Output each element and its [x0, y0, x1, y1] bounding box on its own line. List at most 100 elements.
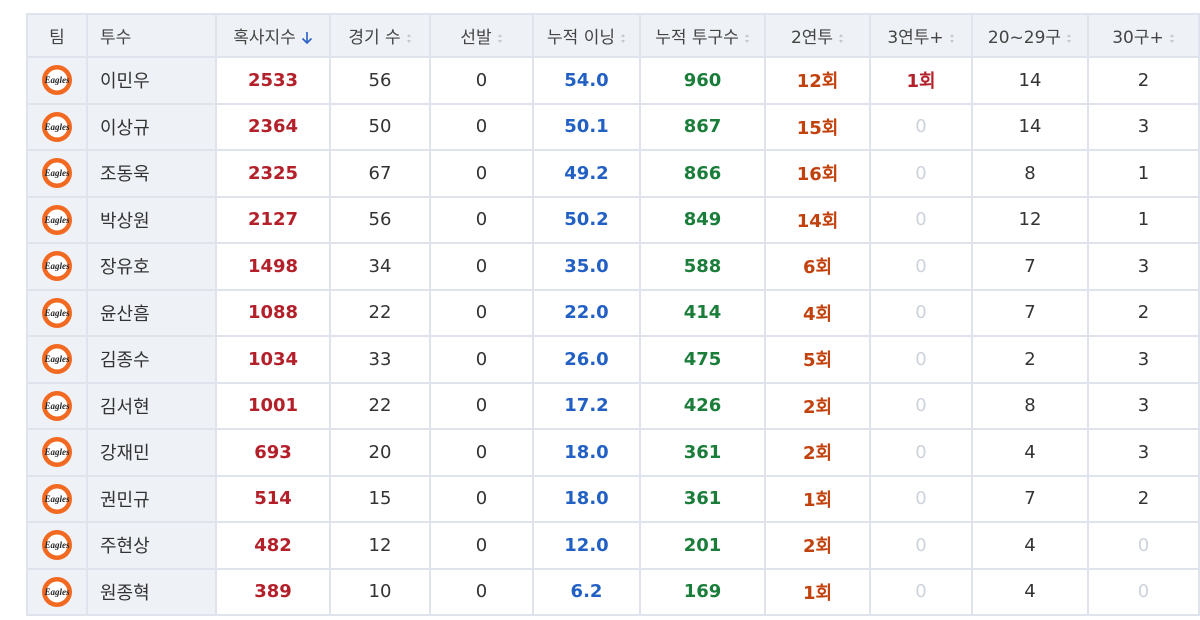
column-header[interactable]: 2연투: [764, 13, 871, 58]
team-logo: Eagles: [42, 344, 72, 375]
logo-inner: [45, 115, 69, 139]
table-cell: 4: [971, 521, 1089, 570]
sort-icon[interactable]: [620, 32, 626, 44]
sort-icon[interactable]: [838, 32, 844, 44]
team-logo: Eagles: [42, 158, 72, 189]
team-logo: Eagles: [42, 483, 72, 514]
arrows-updown: [1067, 34, 1072, 43]
sort-icon[interactable]: [497, 32, 503, 44]
logo-inner: [45, 161, 69, 185]
sort-icon[interactable]: [744, 32, 750, 44]
table-cell: 0: [429, 242, 534, 291]
table-cell: 1: [1087, 149, 1200, 198]
column-header[interactable]: 혹사지수: [215, 13, 331, 58]
table-cell: 박상원: [86, 195, 217, 244]
column-header[interactable]: 누적 투구수: [639, 13, 766, 58]
column-header[interactable]: 20~29구: [971, 13, 1089, 58]
table-row: Eagles 윤산흠 1088 22 0 22.0 414 4회 0 7 2: [26, 288, 1200, 337]
table-cell: 35.0: [532, 242, 641, 291]
table-cell: 1088: [215, 288, 331, 337]
logo-text: Eagles: [43, 587, 69, 597]
table-cell: 3: [1087, 381, 1200, 430]
team-cell: Eagles: [26, 102, 88, 151]
logo-text: Eagles: [43, 447, 69, 457]
table-cell: 867: [639, 102, 766, 151]
table-cell: 0: [869, 567, 973, 616]
table-cell: 0: [869, 428, 973, 477]
sort-icon[interactable]: [1169, 32, 1175, 44]
table-cell: 475: [639, 335, 766, 384]
column-header[interactable]: 누적 이닝: [532, 13, 641, 58]
table-cell: 3: [1087, 242, 1200, 291]
table-row: Eagles 권민규 514 15 0 18.0 361 1회 0 7 2: [26, 474, 1200, 523]
table-cell: 960: [639, 56, 766, 105]
header-label: 2연투: [790, 28, 834, 48]
table-cell: 361: [639, 474, 766, 523]
table-row: Eagles 원종혁 389 10 0 6.2 169 1회 0 4 0: [26, 567, 1200, 616]
table-cell: 1회: [869, 56, 973, 105]
table-cell: 56: [329, 195, 431, 244]
table-row: Eagles 이민우 2533 56 0 54.0 960 12회 1회 14 2: [26, 56, 1200, 105]
logo-text: Eagles: [43, 75, 69, 85]
table-cell: 2364: [215, 102, 331, 151]
table-row: Eagles 김종수 1034 33 0 26.0 475 5회 0 2 3: [26, 335, 1200, 384]
table-cell: 14: [971, 102, 1089, 151]
table-cell: 조동욱: [86, 149, 217, 198]
column-header[interactable]: 30구+: [1087, 13, 1200, 58]
table-cell: 4: [971, 567, 1089, 616]
column-header[interactable]: 경기 수: [329, 13, 431, 58]
table-row: Eagles 이상규 2364 50 0 50.1 867 15회 0 14 3: [26, 102, 1200, 151]
column-header[interactable]: 3연투+: [869, 13, 973, 58]
table-cell: 426: [639, 381, 766, 430]
table-cell: 0: [869, 288, 973, 337]
table-cell: 7: [971, 242, 1089, 291]
table-cell: 12.0: [532, 521, 641, 570]
arrows-updown: [949, 34, 954, 43]
table-cell: 0: [429, 288, 534, 337]
table-cell: 17.2: [532, 381, 641, 430]
logo-inner: [45, 347, 69, 371]
sort-icon[interactable]: [949, 32, 955, 44]
table-cell: 3: [1087, 102, 1200, 151]
table-cell: 1498: [215, 242, 331, 291]
table-row: Eagles 강재민 693 20 0 18.0 361 2회 0 4 3: [26, 428, 1200, 477]
table-cell: 0: [869, 102, 973, 151]
table-cell: 0: [429, 195, 534, 244]
arrow-down: [301, 32, 312, 45]
table-cell: 1001: [215, 381, 331, 430]
table-cell: 2회: [764, 381, 871, 430]
sort-icon[interactable]: [406, 32, 412, 44]
table-cell: 2533: [215, 56, 331, 105]
logo-inner: [45, 301, 69, 325]
table-cell: 0: [1087, 567, 1200, 616]
logo-text: Eagles: [43, 354, 69, 364]
sort-icon[interactable]: [1066, 32, 1072, 44]
table-cell: 849: [639, 195, 766, 244]
table-cell: 0: [869, 242, 973, 291]
table-cell: 169: [639, 567, 766, 616]
table-cell: 2: [971, 335, 1089, 384]
sort-active-icon[interactable]: [301, 31, 313, 45]
table-cell: 67: [329, 149, 431, 198]
table-cell: 0: [429, 381, 534, 430]
table-cell: 201: [639, 521, 766, 570]
table-cell: 8: [971, 381, 1089, 430]
table-cell: 2325: [215, 149, 331, 198]
logo-text: Eagles: [43, 494, 69, 504]
table-cell: 12: [971, 195, 1089, 244]
table-cell: 0: [429, 428, 534, 477]
logo-text: Eagles: [43, 122, 69, 132]
table-row: Eagles 주현상 482 12 0 12.0 201 2회 0 4 0: [26, 521, 1200, 570]
team-cell: Eagles: [26, 335, 88, 384]
logo-inner: [45, 440, 69, 464]
table-cell: 3: [1087, 335, 1200, 384]
table-cell: 7: [971, 288, 1089, 337]
arrows-updown: [839, 34, 844, 43]
table-cell: 14: [971, 56, 1089, 105]
column-header[interactable]: 선발: [429, 13, 534, 58]
table-cell: 김서현: [86, 381, 217, 430]
table-cell: 1034: [215, 335, 331, 384]
table-cell: 0: [429, 567, 534, 616]
table-cell: 2: [1087, 56, 1200, 105]
team-cell: Eagles: [26, 288, 88, 337]
